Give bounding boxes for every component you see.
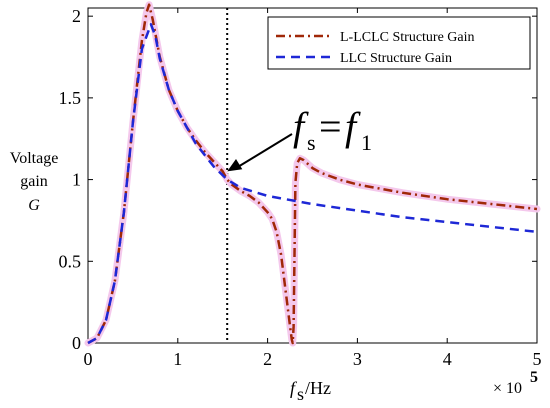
y-tick-label: 2 bbox=[72, 6, 81, 26]
y-axis-label-line3: G bbox=[28, 197, 40, 214]
annotation-arrow-line bbox=[236, 133, 293, 169]
y-tick-label: 0 bbox=[72, 333, 81, 353]
x-axis-label-sub: s bbox=[297, 384, 304, 404]
y-tick-label: 0.5 bbox=[59, 251, 82, 271]
x-tick-label: 4 bbox=[443, 349, 452, 369]
x-tick-label: 1 bbox=[173, 349, 182, 369]
annotation-f-right: f bbox=[345, 104, 361, 149]
annotation-equals: = bbox=[319, 104, 342, 149]
series-llclc-line bbox=[87, 3, 538, 345]
x-axis-label-unit: /Hz bbox=[305, 378, 331, 398]
legend-box bbox=[267, 16, 531, 70]
plot-area: 0 1 2 3 4 5 0 0.5 1 1.5 2 bbox=[59, 1, 542, 369]
annotation-sub-left: s bbox=[307, 130, 316, 155]
x-axis-label-f: f bbox=[290, 378, 298, 398]
y-tick-label: 1.5 bbox=[59, 88, 82, 108]
y-tick-label: 1 bbox=[72, 170, 81, 190]
series-llc-line bbox=[87, 23, 538, 345]
legend: L-LCLC Structure Gain LLC Structure Gain bbox=[267, 16, 531, 70]
x-axis-label: f s /Hz bbox=[290, 378, 331, 404]
x-tick-label: 0 bbox=[84, 349, 93, 369]
y-axis-label-line1: Voltage bbox=[10, 150, 59, 167]
x-multiplier-exponent: 5 bbox=[530, 369, 538, 386]
x-multiplier-prefix: × 10 bbox=[493, 380, 522, 397]
annotation-arrow-head bbox=[227, 159, 243, 172]
annotation-sub-right: 1 bbox=[361, 130, 372, 155]
y-axis-label: Voltage gain G bbox=[10, 150, 59, 214]
x-tick-label: 3 bbox=[353, 349, 362, 369]
x-multiplier: × 10 5 bbox=[493, 369, 538, 397]
y-axis-label-line2: gain bbox=[20, 173, 48, 190]
x-tick-label: 2 bbox=[263, 349, 272, 369]
plot-frame bbox=[87, 7, 538, 344]
legend-label-llc: LLC Structure Gain bbox=[340, 51, 452, 66]
x-tick-label: 5 bbox=[533, 349, 542, 369]
legend-label-llclc: L-LCLC Structure Gain bbox=[340, 30, 475, 45]
